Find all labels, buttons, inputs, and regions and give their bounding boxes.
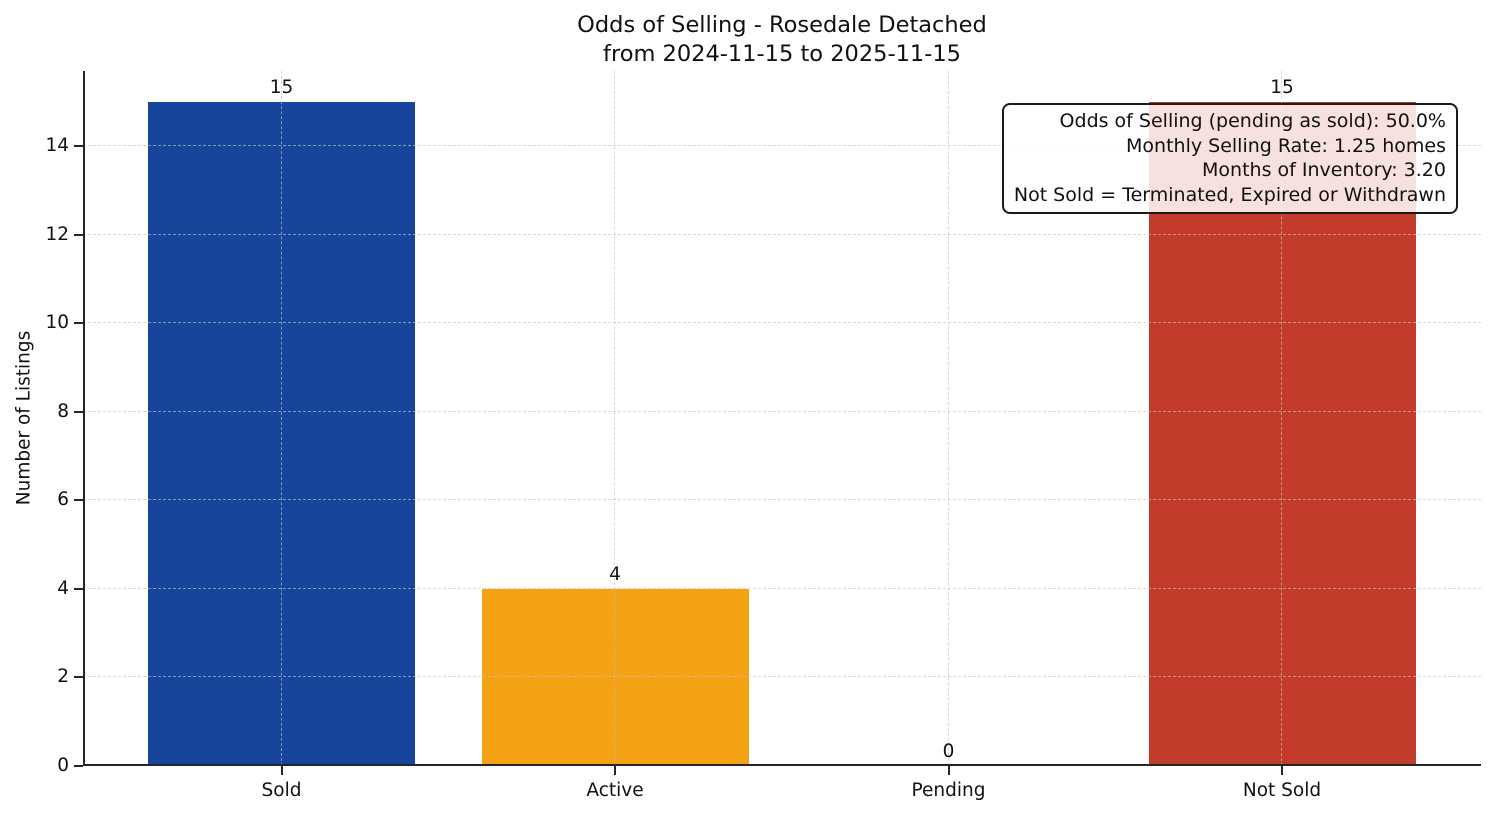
y-tick-label: 8 (57, 400, 69, 422)
y-tick-mark (74, 145, 83, 148)
x-tick-label-not-sold: Not Sold (1242, 780, 1322, 801)
annotation-line: Odds of Selling (pending as sold): 50.0% (1059, 110, 1446, 132)
chart-title: Odds of Selling - Rosedale Detached (577, 12, 987, 38)
bar-value-label-active: 4 (609, 563, 621, 585)
y-tick-label: 12 (45, 223, 69, 245)
bar-value-label-not-sold: 15 (1270, 76, 1294, 98)
y-tick-label: 4 (57, 577, 69, 599)
annotation-line: Not Sold = Terminated, Expired or Withdr… (1013, 183, 1446, 206)
y-tick-label: 2 (57, 666, 69, 688)
chart-subtitle: from 2024-11-15 to 2025-11-15 (603, 41, 961, 67)
annotation-line: Months of Inventory: 3.20 (1202, 159, 1446, 181)
y-tick-mark (74, 587, 83, 590)
y-tick-label: 10 (45, 312, 69, 334)
y-tick-label: 0 (57, 755, 69, 776)
x-tick-mark (1281, 766, 1283, 775)
x-tick-mark (614, 766, 616, 775)
bar-value-label-sold: 15 (269, 76, 294, 98)
plot-area: Odds of Selling (pending as sold): 50.0%… (45, 71, 1481, 801)
y-tick-mark (74, 233, 83, 236)
y-tick-mark (74, 322, 83, 325)
x-tick-mark (947, 766, 950, 775)
bar-sold (148, 101, 415, 764)
annotation-box: Odds of Selling (pending as sold): 50.0%… (1001, 103, 1458, 214)
x-axis-spine (83, 764, 1481, 766)
y-axis-spine (83, 71, 85, 766)
y-tick-mark (74, 410, 83, 413)
y-tick-mark (74, 499, 83, 502)
y-tick-label: 6 (57, 489, 69, 511)
y-tick-mark (74, 765, 83, 767)
v-gridline (947, 71, 949, 766)
bar-value-label-pending: 0 (942, 741, 955, 762)
y-tick-label: 14 (45, 135, 69, 157)
x-tick-label-sold: Sold (261, 780, 302, 801)
x-tick-label-pending: Pending (911, 780, 986, 801)
y-tick-mark (74, 676, 83, 679)
x-tick-label-active: Active (586, 780, 644, 801)
annotation-line: Monthly Selling Rate: 1.25 homes (1126, 134, 1446, 157)
bar-active (481, 588, 749, 764)
x-tick-mark (280, 766, 283, 775)
